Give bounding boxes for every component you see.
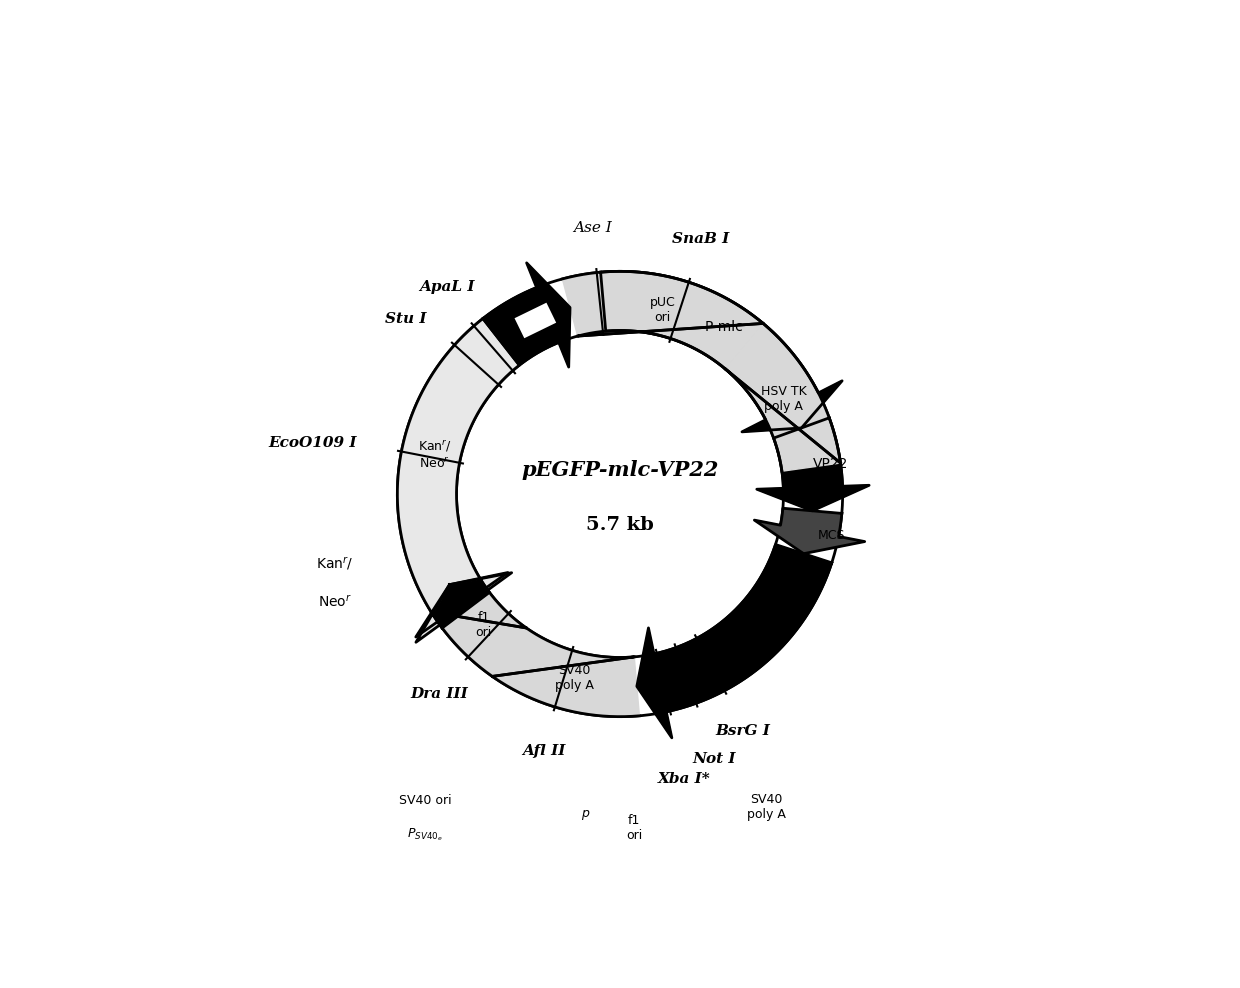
Text: Dra III: Dra III (410, 688, 469, 701)
Text: SnaB I: SnaB I (672, 232, 729, 246)
Text: P mlc: P mlc (706, 320, 743, 334)
Text: Kan$^r$/: Kan$^r$/ (316, 555, 353, 572)
Text: f1
ori: f1 ori (476, 612, 492, 639)
Polygon shape (600, 272, 842, 432)
Text: 5.7 kb: 5.7 kb (587, 517, 653, 535)
Text: BsrG I: BsrG I (715, 724, 770, 738)
Polygon shape (482, 263, 570, 368)
Text: Neo$^r$: Neo$^r$ (317, 594, 352, 610)
Text: EcoO109 I: EcoO109 I (269, 436, 357, 450)
Text: Afl II: Afl II (522, 744, 565, 758)
Text: Ase I: Ase I (573, 220, 613, 234)
FancyBboxPatch shape (512, 300, 558, 340)
Text: ApaL I: ApaL I (419, 281, 474, 294)
Text: f1
ori: f1 ori (626, 814, 642, 842)
Text: Kan$^r$/ 
Neo$^r$: Kan$^r$/ Neo$^r$ (418, 439, 451, 471)
Polygon shape (432, 581, 526, 677)
Polygon shape (415, 572, 508, 637)
Polygon shape (563, 272, 763, 369)
Polygon shape (725, 323, 841, 471)
Text: $P_{SV40_e}$: $P_{SV40_e}$ (407, 827, 443, 843)
Text: Xba I*: Xba I* (657, 772, 711, 786)
Polygon shape (756, 418, 869, 511)
Polygon shape (397, 318, 520, 642)
Text: SV40 ori: SV40 ori (399, 794, 451, 807)
Text: p: p (582, 807, 589, 820)
Text: MCS: MCS (818, 529, 846, 541)
Polygon shape (754, 508, 864, 553)
Text: EGFP: EGFP (729, 638, 765, 652)
Polygon shape (492, 628, 640, 716)
Polygon shape (637, 544, 832, 738)
Text: pEGFP-mlc-VP22: pEGFP-mlc-VP22 (521, 459, 719, 479)
Text: HSV TK
poly A: HSV TK poly A (761, 385, 807, 413)
Text: SV40
poly A: SV40 poly A (554, 664, 594, 692)
Text: Not I: Not I (692, 752, 735, 767)
Text: Stu I: Stu I (384, 312, 427, 326)
Text: pUC
ori: pUC ori (650, 295, 676, 324)
Text: VP22: VP22 (812, 457, 848, 471)
Text: SV40
poly A: SV40 poly A (746, 793, 786, 821)
